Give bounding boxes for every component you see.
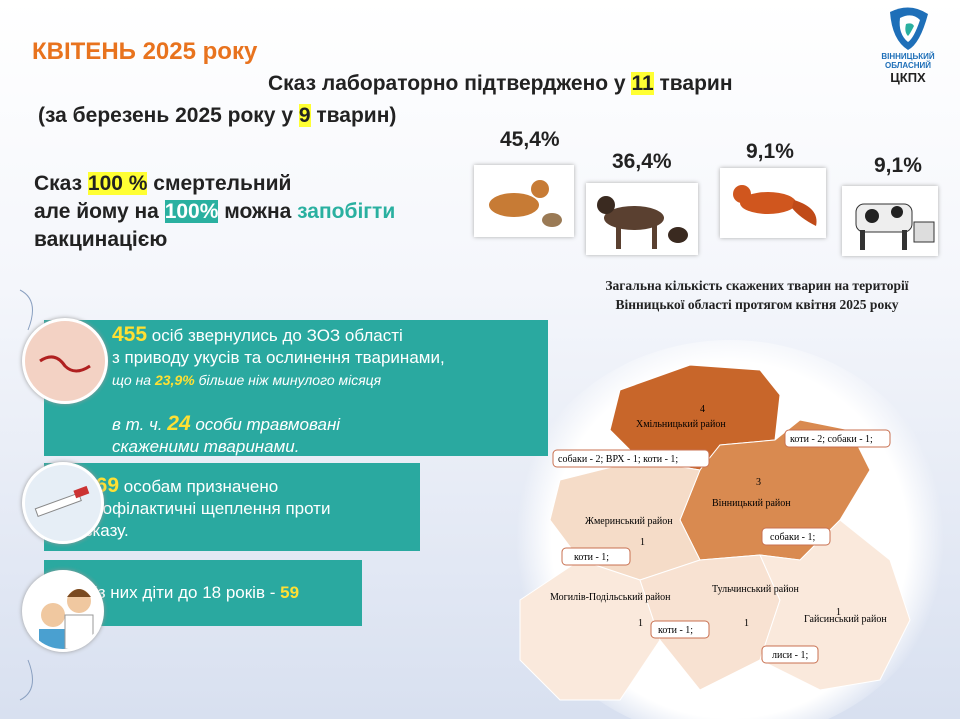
region-name: Жмеринський район [585, 516, 673, 527]
text: що на [112, 372, 155, 388]
logo-line: ЦКПХ [890, 70, 926, 85]
percent: 9,1% [746, 140, 794, 163]
region-count: 1 [744, 618, 749, 629]
region-name: Гайсинський район [804, 614, 887, 625]
text: запобігти [297, 200, 396, 223]
highlight: 100 % [87, 172, 148, 195]
map-caption: Загальна кількість скажених тварин на те… [605, 278, 909, 312]
statement: Сказ 100 % смертельний але йому на 100% … [34, 170, 395, 254]
dog-image [586, 183, 698, 255]
bite-photo [22, 318, 108, 404]
cow-image [842, 186, 938, 256]
text: більше ніж минулого місяця [194, 372, 382, 388]
callout: коти - 1; [658, 625, 693, 636]
decor [19, 289, 33, 701]
text: особам призначено [119, 477, 279, 496]
logo-mark [890, 7, 928, 51]
highlight: 100% [164, 200, 219, 223]
number: 23,9% [154, 372, 195, 388]
region-name: Хмільницький район [636, 419, 726, 430]
region-count: 1 [836, 607, 841, 618]
logo-text: ВІННИЦЬКИЙ ОБЛАСНИЙ ЦКПХ [868, 52, 948, 85]
percent: 45,4% [500, 128, 560, 151]
text: особи травмовані [190, 415, 341, 434]
number: 455 [112, 323, 148, 346]
headline: Сказ лабораторно підтверджено у 11 твари… [268, 72, 733, 96]
region-count: 3 [756, 477, 761, 488]
callout: собаки - 1; [770, 532, 816, 543]
text: смертельний [147, 172, 292, 195]
text: можна [218, 200, 298, 223]
logo-line: ОБЛАСНИЙ [884, 61, 932, 70]
region [519, 559, 661, 701]
region-name: Могилів-Подільський район [550, 592, 671, 603]
text: вакцинацією [34, 228, 168, 251]
region-name: Тульчинський район [712, 584, 800, 595]
region-count: 1 [638, 618, 643, 629]
title: КВІТЕНЬ 2025 року [32, 38, 258, 65]
text: але йому на [34, 200, 165, 223]
callout: коти - 2; собаки - 1; [790, 434, 873, 445]
region-count: 4 [700, 404, 705, 415]
text: Сказ лабораторно підтверджено у [268, 72, 632, 95]
text: Сказ [34, 172, 88, 195]
percent: 36,4% [612, 150, 672, 173]
region-count: 1 [640, 537, 645, 548]
callout: лиси - 1; [772, 650, 808, 661]
region-name: Вінницький район [712, 498, 791, 509]
text: з приводу укусів та ослинення тваринами, [112, 348, 445, 367]
highlight: 9 [298, 104, 311, 127]
text: тварин) [310, 104, 397, 127]
cat-image [474, 165, 574, 237]
highlight: 11 [631, 72, 654, 95]
number: 24 [167, 412, 191, 435]
callout: коти - 1; [574, 552, 609, 563]
vaccine-photo [22, 462, 104, 544]
text: із них діти до 18 років - [94, 583, 281, 602]
fox-image [720, 168, 826, 238]
number: 59 [280, 583, 300, 602]
logo-line: ВІННИЦЬКИЙ [881, 52, 935, 61]
doctor-photo [22, 570, 104, 652]
info-box: 455 осіб звернулись до ЗОЗ області з при… [44, 320, 548, 456]
callouts [552, 429, 891, 664]
text: в т. ч. [112, 415, 168, 434]
headline: (за березень 2025 року у 9 тварин) [38, 104, 396, 128]
percent: 9,1% [874, 154, 922, 177]
text: осіб звернулись до ЗОЗ області [147, 326, 403, 345]
text: скаженими тваринами. [112, 437, 300, 456]
callout: собаки - 2; ВРХ - 1; коти - 1; [558, 454, 678, 465]
text: (за березень 2025 року у [38, 104, 299, 127]
text: профілактичні щеплення проти [84, 499, 331, 518]
text: тварин [653, 72, 733, 95]
